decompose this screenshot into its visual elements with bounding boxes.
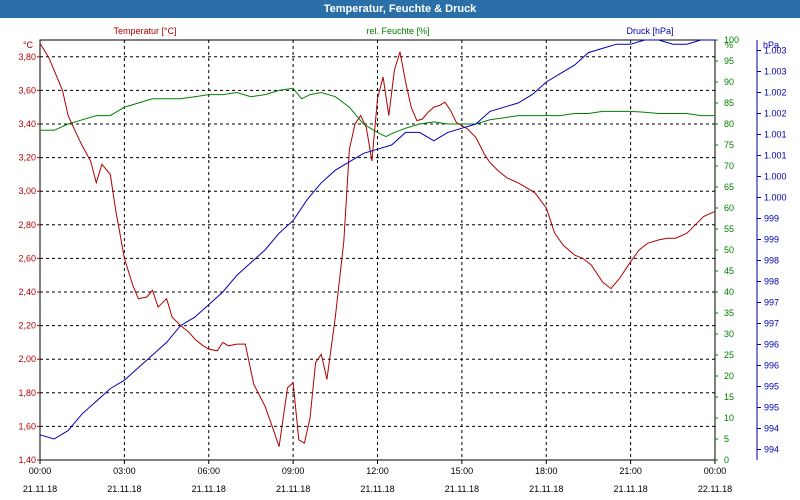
x-tick-label: 06:00 [197,466,220,476]
pressure-tick-label: 1.002 [764,109,787,119]
pressure-tick-label: 1.001 [764,151,787,161]
humidity-tick-label: 60 [724,203,734,213]
pressure-tick-label: 999 [764,214,779,224]
humidity-tick-label: 10 [724,413,734,423]
x-tick-label: 00:00 [704,466,727,476]
humidity-line [40,87,715,138]
humidity-tick-label: 20 [724,371,734,381]
pressure-tick-label: 997 [764,298,779,308]
temp-tick-label: 3,20 [18,153,36,163]
temp-tick-label: 3,00 [18,186,36,196]
x-tick-date: 21.11.18 [529,484,563,494]
temp-tick-label: 2,40 [18,287,36,297]
x-tick-date: 22.11.18 [698,484,732,494]
humidity-tick-label: 50 [724,245,734,255]
humidity-tick-label: 80 [724,119,734,129]
pressure-tick-label: 1.000 [764,172,787,182]
temp-tick-label: 2,20 [18,321,36,331]
temp-tick-label: 2,00 [18,354,36,364]
legend-pressure: Druck [hPa] [626,26,673,36]
pressure-unit-label: hPa [763,40,779,50]
x-tick-label: 12:00 [366,466,389,476]
temp-tick-label: 3,80 [18,52,36,62]
humidity-tick-label: 85 [724,98,734,108]
x-tick-date: 21.11.18 [107,484,141,494]
humidity-unit-label: % [725,40,733,50]
chart-canvas: 00:00 21.11.18 03:00 21.11.18 06:00 21.11.18 0… [18,26,787,494]
humidity-tick-label: 75 [724,140,734,150]
pressure-tick-label: 995 [764,403,779,413]
x-tick-date: 21.11.18 [276,484,310,494]
humidity-tick-label: 55 [724,224,734,234]
humidity-tick-label: 65 [724,182,734,192]
temp-unit-label: °C [23,40,34,50]
x-tick-date: 21.11.18 [445,484,479,494]
pressure-tick-label: 1.003 [764,46,787,56]
temperature-line [39,43,716,447]
pressure-tick-label: 995 [764,382,779,392]
humidity-tick-label: 0 [724,455,729,465]
pressure-tick-label: 1.001 [764,130,787,140]
x-tick-label: 03:00 [113,466,136,476]
humidity-tick-label: 45 [724,266,734,276]
x-tick-label: 09:00 [282,466,305,476]
x-tick-date: 21.11.18 [23,484,57,494]
humidity-tick-label: 25 [724,350,734,360]
pressure-tick-label: 998 [764,256,779,266]
temp-tick-label: 1,60 [18,421,36,431]
humidity-tick-label: 100 [724,35,739,45]
humidity-tick-label: 40 [724,287,734,297]
x-tick-date: 21.11.18 [613,484,647,494]
x-tick-label: 18:00 [535,466,558,476]
x-tick-label: 15:00 [451,466,474,476]
humidity-tick-label: 5 [724,434,729,444]
pressure-tick-label: 994 [764,445,779,455]
humidity-tick-label: 70 [724,161,734,171]
x-tick-label: 00:00 [29,466,52,476]
temp-tick-label: 1,40 [18,455,36,465]
humidity-tick-label: 95 [724,56,734,66]
pressure-tick-label: 999 [764,235,779,245]
temp-tick-label: 3,60 [18,85,36,95]
pressure-tick-label: 996 [764,361,779,371]
temp-tick-label: 2,80 [18,220,36,230]
temp-tick-label: 1,80 [18,388,36,398]
pressure-line [39,39,715,440]
x-tick-date: 21.11.18 [360,484,394,494]
legend-temperature: Temperatur [°C] [113,26,176,36]
pressure-tick-label: 997 [764,319,779,329]
humidity-tick-label: 35 [724,308,734,318]
legend-humidity: rel. Feuchte [%] [366,26,429,36]
x-tick-date: 21.11.18 [192,484,226,494]
pressure-tick-label: 1.000 [764,193,787,203]
pressure-tick-label: 1.002 [764,88,787,98]
humidity-tick-label: 15 [724,392,734,402]
pressure-tick-label: 994 [764,424,779,434]
temp-tick-label: 3,40 [18,119,36,129]
pressure-tick-label: 1.003 [764,67,787,77]
humidity-tick-label: 90 [724,77,734,87]
humidity-tick-label: 30 [724,329,734,339]
x-tick-label: 21:00 [619,466,642,476]
pressure-tick-label: 998 [764,277,779,287]
pressure-tick-label: 996 [764,340,779,350]
chart-title: Temperatur, Feuchte & Druck [0,0,800,18]
temp-tick-label: 2,60 [18,253,36,263]
